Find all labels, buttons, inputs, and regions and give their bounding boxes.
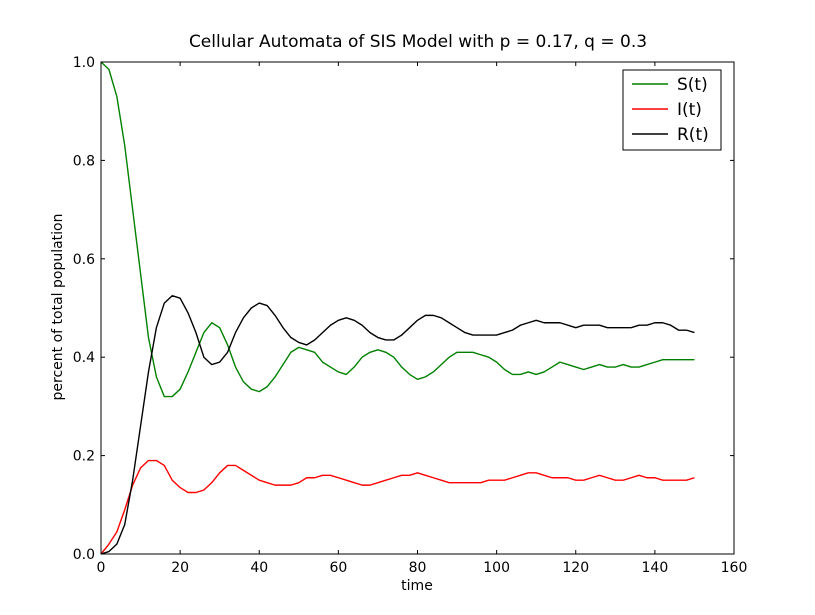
y-tick-label: 0.6 — [73, 252, 95, 268]
y-tick-label: 1.0 — [73, 55, 95, 71]
x-axis-label: time — [401, 578, 433, 594]
x-tick-label: 20 — [171, 560, 189, 576]
x-tick-label: 120 — [562, 560, 589, 576]
plot-area — [100, 61, 695, 555]
x-tick-label: 60 — [329, 560, 347, 576]
x-tick-label: 0 — [97, 560, 106, 576]
y-tick-label: 0.2 — [73, 449, 95, 465]
x-tick-label: 40 — [250, 560, 268, 576]
x-tick-label: 140 — [642, 560, 669, 576]
x-tick-label: 160 — [721, 560, 748, 576]
series-line-S(t) — [100, 61, 695, 398]
chart-title: Cellular Automata of SIS Model with p = … — [189, 32, 647, 52]
y-tick-label: 0.8 — [73, 153, 95, 169]
y-axis-label: percent of total population — [50, 214, 66, 401]
y-tick-label: 0.0 — [73, 547, 95, 563]
series-line-R(t) — [100, 295, 695, 555]
x-tick-label: 80 — [409, 560, 427, 576]
legend: S(t) I(t) R(t) — [622, 69, 722, 151]
legend-label: S(t) — [677, 75, 708, 95]
legend-label: R(t) — [677, 125, 709, 145]
series-line-I(t) — [100, 459, 695, 555]
axis-ticks: 0 20 40 60 80 100 120 140 160 0.0 0.2 0.4 0.6 0.8 1.0 — [73, 55, 748, 576]
legend-label: I(t) — [677, 100, 702, 120]
y-tick-label: 0.4 — [73, 350, 95, 366]
x-tick-label: 100 — [483, 560, 510, 576]
